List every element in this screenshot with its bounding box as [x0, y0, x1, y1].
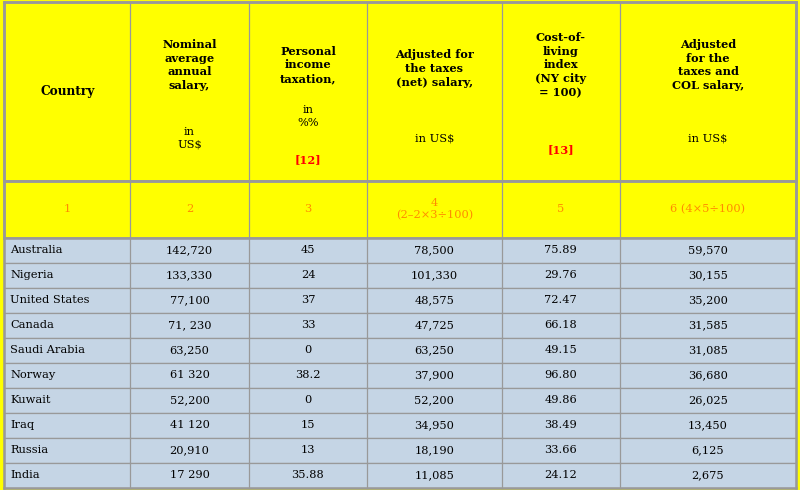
Text: 37: 37 — [301, 295, 315, 305]
Bar — [4, 263, 796, 288]
Text: 66.18: 66.18 — [545, 320, 577, 330]
Text: Adjusted
for the
taxes and
COL salary,: Adjusted for the taxes and COL salary, — [672, 39, 744, 91]
Text: Iraq: Iraq — [10, 420, 34, 430]
Bar — [4, 438, 796, 463]
Text: Nigeria: Nigeria — [10, 270, 54, 280]
Text: [13]: [13] — [547, 144, 574, 155]
Text: in
US$: in US$ — [178, 127, 202, 149]
Text: 26,025: 26,025 — [688, 395, 728, 405]
Text: 15: 15 — [301, 420, 315, 430]
Bar — [4, 363, 796, 388]
Text: 133,330: 133,330 — [166, 270, 213, 280]
Bar — [4, 463, 796, 488]
Text: 13,450: 13,450 — [688, 420, 728, 430]
Bar — [4, 338, 796, 363]
Bar — [4, 288, 796, 313]
Text: 96.80: 96.80 — [545, 370, 577, 380]
Text: 20,910: 20,910 — [170, 445, 210, 455]
Text: 142,720: 142,720 — [166, 245, 213, 255]
Text: Adjusted for
the taxes
(net) salary,: Adjusted for the taxes (net) salary, — [395, 49, 474, 88]
Bar — [4, 388, 796, 413]
Text: 6,125: 6,125 — [692, 445, 724, 455]
Text: 72.47: 72.47 — [545, 295, 577, 305]
Text: 35.88: 35.88 — [292, 470, 324, 480]
Text: Norway: Norway — [10, 370, 56, 380]
Bar — [4, 313, 796, 338]
Bar — [4, 238, 796, 263]
Text: 35,200: 35,200 — [688, 295, 728, 305]
Bar — [4, 413, 796, 438]
Text: 63,250: 63,250 — [414, 345, 454, 355]
Text: 49.86: 49.86 — [545, 395, 577, 405]
Text: 38.2: 38.2 — [295, 370, 321, 380]
Text: in US$: in US$ — [414, 133, 454, 144]
Text: 29.76: 29.76 — [545, 270, 577, 280]
Text: 75.89: 75.89 — [545, 245, 577, 255]
Text: Cost-of-
living
index
(NY city
= 100): Cost-of- living index (NY city = 100) — [535, 32, 586, 98]
Text: 0: 0 — [304, 395, 312, 405]
Text: 11,085: 11,085 — [414, 470, 454, 480]
Text: 61 320: 61 320 — [170, 370, 210, 380]
Text: Country: Country — [40, 85, 94, 98]
Text: [12]: [12] — [294, 154, 322, 165]
Text: 24: 24 — [301, 270, 315, 280]
Text: 47,725: 47,725 — [414, 320, 454, 330]
Text: 31,085: 31,085 — [688, 345, 728, 355]
Text: 33: 33 — [301, 320, 315, 330]
Text: Kuwait: Kuwait — [10, 395, 51, 405]
Text: 4
(2–2×3÷100): 4 (2–2×3÷100) — [396, 198, 473, 220]
Bar — [4, 2, 796, 181]
Text: 0: 0 — [304, 345, 312, 355]
Text: Saudi Arabia: Saudi Arabia — [10, 345, 86, 355]
Text: 3: 3 — [304, 204, 312, 215]
Text: 52,200: 52,200 — [414, 395, 454, 405]
Text: 49.15: 49.15 — [545, 345, 577, 355]
Text: Russia: Russia — [10, 445, 49, 455]
Text: India: India — [10, 470, 40, 480]
Text: 33.66: 33.66 — [545, 445, 577, 455]
Text: 6 (4×5÷100): 6 (4×5÷100) — [670, 204, 746, 215]
Text: Personal
income
taxation,: Personal income taxation, — [280, 46, 336, 84]
Text: 37,900: 37,900 — [414, 370, 454, 380]
Text: 78,500: 78,500 — [414, 245, 454, 255]
Text: 77,100: 77,100 — [170, 295, 210, 305]
Text: 71, 230: 71, 230 — [168, 320, 211, 330]
Text: in US$: in US$ — [688, 133, 728, 144]
Text: 24.12: 24.12 — [545, 470, 577, 480]
Text: 31,585: 31,585 — [688, 320, 728, 330]
Text: United States: United States — [10, 295, 90, 305]
Text: 38.49: 38.49 — [545, 420, 577, 430]
Text: Australia: Australia — [10, 245, 63, 255]
Text: 13: 13 — [301, 445, 315, 455]
Text: 30,155: 30,155 — [688, 270, 728, 280]
Text: 101,330: 101,330 — [411, 270, 458, 280]
Text: 52,200: 52,200 — [170, 395, 210, 405]
Text: 2: 2 — [186, 204, 194, 215]
Text: Nominal
average
annual
salary,: Nominal average annual salary, — [162, 39, 217, 91]
Text: 18,190: 18,190 — [414, 445, 454, 455]
Text: 59,570: 59,570 — [688, 245, 728, 255]
Text: 36,680: 36,680 — [688, 370, 728, 380]
Text: 34,950: 34,950 — [414, 420, 454, 430]
Text: 48,575: 48,575 — [414, 295, 454, 305]
Text: Canada: Canada — [10, 320, 54, 330]
Text: 2,675: 2,675 — [692, 470, 724, 480]
Text: 17 290: 17 290 — [170, 470, 210, 480]
Text: 5: 5 — [557, 204, 565, 215]
Text: 41 120: 41 120 — [170, 420, 210, 430]
Text: 1: 1 — [63, 204, 71, 215]
Text: in
%%: in %% — [298, 105, 318, 127]
Text: 63,250: 63,250 — [170, 345, 210, 355]
Bar — [4, 181, 796, 238]
Text: 45: 45 — [301, 245, 315, 255]
